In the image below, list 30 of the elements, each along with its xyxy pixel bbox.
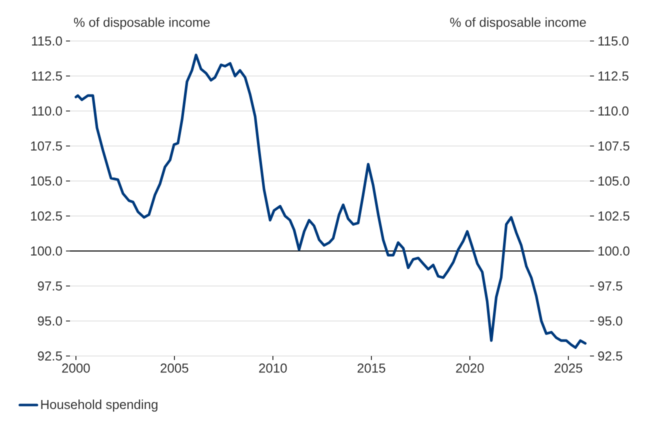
y2-tick-label: 110.0 bbox=[598, 106, 628, 116]
y2-tick-label: 100.0 bbox=[598, 246, 630, 256]
x-tick-label: 2010 bbox=[259, 364, 287, 373]
y-axis-title: % of disposable income bbox=[74, 17, 210, 30]
y2-tick-label: 97.5 bbox=[598, 281, 622, 291]
y2-tick-label: 107.5 bbox=[598, 141, 630, 151]
x-tick-label: 2015 bbox=[358, 364, 386, 373]
y2-tick-label: 112.5 bbox=[598, 71, 628, 81]
y-tick-label: 95.0 bbox=[38, 316, 62, 326]
y-tick-label: 100.0 bbox=[31, 246, 62, 256]
y-tick-label: 110.0 bbox=[32, 106, 62, 116]
y-tick-label: 97.5 bbox=[38, 281, 62, 291]
y-tick-label: 112.5 bbox=[32, 71, 62, 81]
y-tick-label: 115.0 bbox=[32, 36, 62, 46]
legend-label: Household spending bbox=[41, 400, 158, 412]
y-tick-label: 92.5 bbox=[38, 351, 62, 361]
y2-tick-label: 102.5 bbox=[598, 211, 630, 221]
y2-tick-label: 92.5 bbox=[598, 351, 622, 361]
y2-tick-label: 95.0 bbox=[598, 316, 622, 326]
x-tick-label: 2000 bbox=[62, 364, 90, 373]
y2-tick-label: 115.0 bbox=[598, 36, 628, 46]
x-tick-label: 2005 bbox=[160, 364, 188, 373]
line-series bbox=[74, 54, 587, 349]
x-tick-label: 2020 bbox=[456, 364, 484, 373]
x-tick-label: 2025 bbox=[554, 364, 582, 373]
y-tick-label: 105.0 bbox=[31, 176, 62, 186]
y2-axis-title: % of disposable income bbox=[450, 17, 586, 30]
y-tick-label: 107.5 bbox=[31, 141, 62, 151]
y2-tick-label: 105.0 bbox=[598, 176, 630, 186]
y-tick-label: 102.5 bbox=[31, 211, 62, 221]
